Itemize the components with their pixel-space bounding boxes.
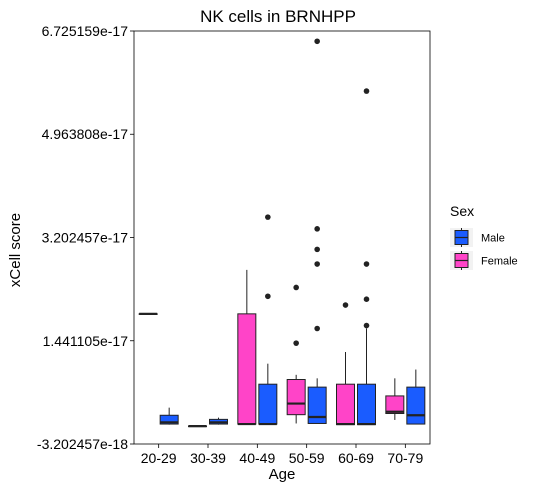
x-tick-label: 40-49 — [239, 450, 275, 466]
male-outlier-point — [314, 325, 320, 332]
legend-title: Sex — [450, 203, 474, 219]
male-outlier-point — [314, 226, 320, 232]
female-box — [336, 383, 355, 426]
x-tick-label: 50-59 — [289, 450, 325, 466]
female-box — [385, 395, 405, 415]
male-outlier-point — [363, 88, 370, 94]
male-outlier-point — [265, 293, 271, 300]
y-tick-label: 6.725159e-17 — [42, 23, 129, 39]
y-tick-label: 3.202457e-17 — [42, 229, 129, 245]
male-box — [258, 383, 278, 425]
female-outlier-point — [293, 284, 299, 291]
male-box — [307, 386, 327, 424]
male-outlier-point — [363, 261, 370, 267]
legend-label-female: Female — [481, 256, 518, 268]
y-axis: -3.202457e-18 1.441105e-17 3.202457e-17 4.9… — [37, 23, 134, 452]
male-outlier-point — [314, 261, 320, 267]
x-tick-label: 30-39 — [190, 450, 226, 466]
male-outlier-point — [265, 214, 271, 220]
x-tick-label: 60-69 — [338, 450, 374, 466]
x-axis: 20-29 30-39 40-49 50-59 60-69 70-79 — [141, 444, 423, 466]
male-outlier-point — [314, 38, 320, 45]
y-tick-label: -3.202457e-18 — [37, 436, 128, 452]
y-axis-label: xCell score — [7, 213, 24, 287]
male-outlier-point — [314, 246, 320, 253]
x-axis-label: Age — [269, 466, 296, 483]
female-box — [286, 379, 306, 416]
legend: Sex Male Female — [450, 203, 518, 270]
x-tick-label: 20-29 — [141, 450, 177, 466]
plot-panel — [133, 30, 431, 445]
y-tick-label: 1.441105e-17 — [43, 333, 129, 349]
x-tick-label: 70-79 — [387, 450, 423, 466]
female-outlier-point — [293, 340, 299, 346]
male-box — [406, 386, 426, 425]
chart-title: NK cells in BRNHPP — [200, 7, 356, 26]
female-outlier-point — [342, 302, 349, 308]
male-outlier-point — [363, 296, 370, 302]
boxes-layer — [138, 38, 426, 428]
male-box — [357, 383, 376, 426]
y-tick-label: 4.963808e-17 — [42, 126, 129, 142]
male-box — [159, 414, 179, 425]
legend-label-male: Male — [481, 233, 505, 245]
male-outlier-point — [363, 322, 370, 329]
female-box — [237, 313, 257, 425]
